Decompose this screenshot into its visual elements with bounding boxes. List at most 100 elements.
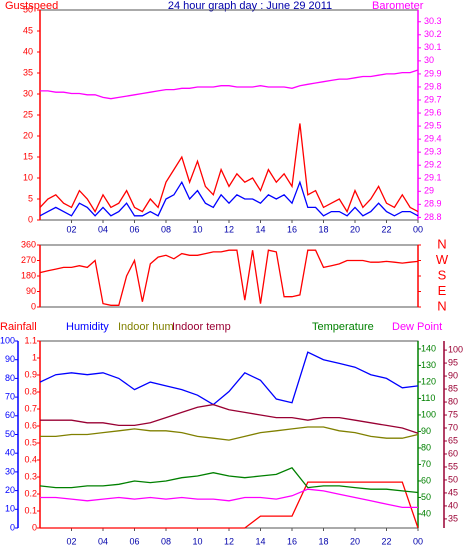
y-tick-label: 90 <box>5 354 15 364</box>
x-tick-label: 08 <box>161 224 171 234</box>
y-tick-label: 0.5 <box>24 437 37 447</box>
series-name: Gustspeed <box>5 0 58 12</box>
y-tick-label: 0.8 <box>24 386 37 396</box>
x-tick-label: 12 <box>224 536 234 546</box>
y-tick-label: 0.6 <box>24 420 37 430</box>
x-tick-label: 02 <box>66 224 76 234</box>
y-tick-label: 25 <box>23 109 33 119</box>
y-tick-label: 0.9 <box>24 369 37 379</box>
x-tick-label: 16 <box>287 536 297 546</box>
y-tick-label: 95 <box>448 357 458 367</box>
x-tick-label: 20 <box>350 224 360 234</box>
y-tick-label: 40 <box>421 508 431 518</box>
x-tick-label: 02 <box>66 536 76 546</box>
y-tick-label: 60 <box>5 410 15 420</box>
y-tick-label: 90 <box>26 286 36 296</box>
y-tick-label: 75 <box>448 409 458 419</box>
x-tick-label: 04 <box>98 224 108 234</box>
series-line <box>39 123 419 214</box>
y-tick-label: 100 <box>448 344 463 354</box>
y-tick-label: 50 <box>448 474 458 484</box>
y-tick-label: 40 <box>5 448 15 458</box>
y-tick-label: 80 <box>5 373 15 383</box>
y-tick-label: 1 <box>32 352 37 362</box>
series-name: Indoor hum <box>118 321 174 333</box>
x-tick-label: 06 <box>129 224 139 234</box>
y-tick-label: S <box>438 267 447 282</box>
y-tick-label: 90 <box>421 426 431 436</box>
y-tick-label: 29.5 <box>424 120 442 130</box>
y-tick-label: 110 <box>421 393 435 403</box>
x-tick-label: 20 <box>350 536 360 546</box>
series-line <box>39 351 419 406</box>
y-tick-label: 45 <box>23 25 33 35</box>
x-tick-label: 12 <box>224 224 234 234</box>
series-line <box>39 467 419 494</box>
series-line <box>39 249 419 306</box>
y-tick-label: 0 <box>31 301 36 311</box>
x-tick-label: 14 <box>255 536 265 546</box>
chart-title: 24 hour graph day : June 29 2011 <box>168 0 332 12</box>
y-tick-label: 10 <box>23 172 33 182</box>
y-tick-label: 28.9 <box>424 199 442 209</box>
y-tick-label: 50 <box>23 4 33 14</box>
y-tick-label: 30.3 <box>424 16 442 26</box>
y-tick-label: 29.8 <box>424 81 442 91</box>
series-line <box>40 69 419 100</box>
y-tick-label: 360 <box>21 239 36 249</box>
y-tick-label: 80 <box>421 442 431 452</box>
y-tick-label: 55 <box>448 461 458 471</box>
y-tick-label: 60 <box>448 448 458 458</box>
x-tick-label: 22 <box>381 536 391 546</box>
series-line <box>40 481 419 529</box>
y-tick-label: 0.7 <box>24 403 37 413</box>
y-tick-label: 0 <box>10 522 15 532</box>
y-tick-label: 20 <box>23 130 33 140</box>
x-tick-label: 14 <box>255 224 265 234</box>
y-tick-label: 29.7 <box>424 94 442 104</box>
series-line <box>40 488 418 509</box>
y-tick-label: 85 <box>448 383 458 393</box>
y-tick-label: 70 <box>421 459 431 469</box>
y-tick-label: 35 <box>448 513 458 523</box>
series-line <box>40 426 419 441</box>
y-tick-label: 65 <box>448 435 458 445</box>
y-tick-label: 140 <box>421 343 436 353</box>
y-tick-label: 1.1 <box>24 335 37 345</box>
series-name: Temperature <box>312 321 374 333</box>
y-tick-label: 70 <box>5 391 15 401</box>
series-line <box>40 403 419 434</box>
y-tick-label: 0.1 <box>24 505 37 515</box>
series-name: Indoor temp <box>172 321 231 333</box>
y-tick-label: 30.1 <box>424 42 442 52</box>
y-tick-label: N <box>437 236 446 251</box>
y-tick-label: 40 <box>448 500 458 510</box>
y-tick-label: 30 <box>23 88 33 98</box>
y-tick-label: 29.4 <box>424 134 442 144</box>
y-tick-label: 30.2 <box>424 29 442 39</box>
x-tick-label: 18 <box>318 536 328 546</box>
y-tick-label: 15 <box>23 151 33 161</box>
series-name: Dew Point <box>392 321 442 333</box>
x-tick-label: 00 <box>413 224 423 234</box>
y-tick-label: 100 <box>0 335 15 345</box>
y-tick-label: 5 <box>28 193 33 203</box>
y-tick-label: 50 <box>421 492 431 502</box>
y-tick-label: 130 <box>421 360 436 370</box>
y-tick-label: 29.2 <box>424 160 442 170</box>
x-tick-label: 10 <box>192 536 202 546</box>
y-tick-label: 28.8 <box>424 212 442 222</box>
y-tick-label: 29.6 <box>424 107 442 117</box>
y-tick-label: 50 <box>5 429 15 439</box>
y-tick-label: 29.3 <box>424 147 442 157</box>
x-tick-label: 06 <box>129 536 139 546</box>
y-tick-label: 120 <box>421 376 436 386</box>
x-tick-label: 18 <box>318 224 328 234</box>
y-tick-label: 45 <box>448 487 458 497</box>
series-line <box>39 180 419 217</box>
y-tick-label: 0.4 <box>24 454 37 464</box>
series-name: Humidity <box>66 321 109 333</box>
